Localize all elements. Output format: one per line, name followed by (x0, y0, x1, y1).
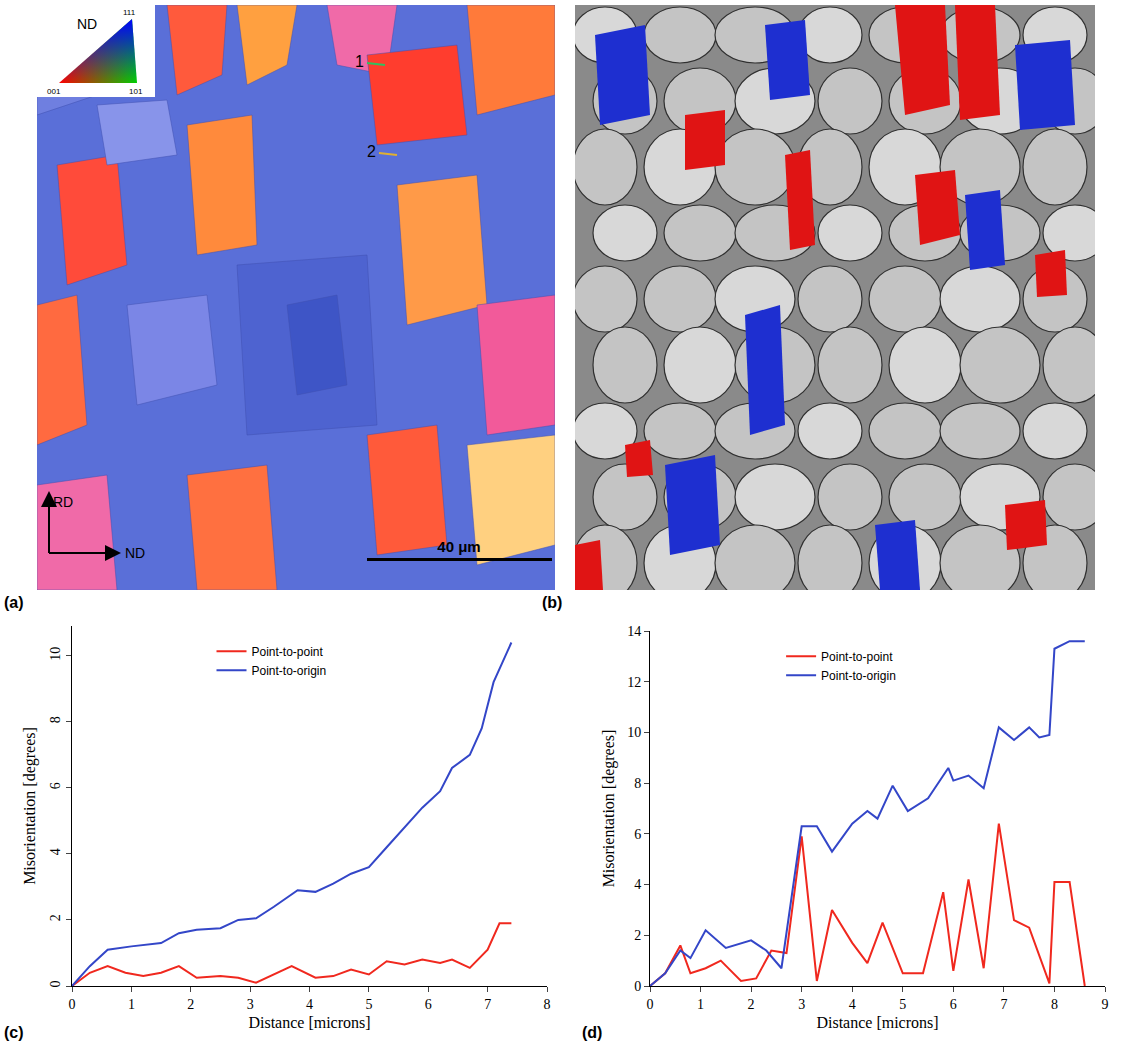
svg-text:Distance [microns]: Distance [microns] (248, 1014, 370, 1031)
svg-text:0: 0 (48, 980, 63, 987)
svg-text:001: 001 (47, 87, 61, 96)
svg-text:Misorientation [degrees]: Misorientation [degrees] (600, 730, 618, 888)
svg-text:7: 7 (1000, 997, 1007, 1012)
svg-text:101: 101 (129, 87, 143, 96)
svg-text:2: 2 (367, 143, 376, 160)
svg-text:10: 10 (627, 725, 641, 740)
svg-text:8: 8 (634, 776, 641, 791)
svg-text:1: 1 (128, 997, 135, 1012)
svg-text:Point-to-point: Point-to-point (252, 645, 324, 659)
svg-text:0: 0 (634, 979, 641, 994)
svg-text:14: 14 (627, 624, 641, 639)
svg-text:0: 0 (647, 997, 654, 1012)
svg-text:3: 3 (798, 997, 805, 1012)
svg-text:Distance [microns]: Distance [microns] (816, 1014, 938, 1031)
html-text:(d): (d) (582, 1024, 603, 1041)
svg-text:2: 2 (748, 997, 755, 1012)
svg-text:4: 4 (634, 877, 641, 892)
svg-text:6: 6 (48, 782, 63, 789)
svg-text:ND: ND (125, 545, 145, 561)
svg-text:2: 2 (187, 997, 194, 1012)
svg-text:5: 5 (899, 997, 906, 1012)
svg-text:6: 6 (950, 997, 957, 1012)
svg-text:1: 1 (697, 997, 704, 1012)
svg-text:Point-to-origin: Point-to-origin (821, 669, 896, 683)
svg-text:RD: RD (53, 494, 73, 510)
svg-text:111: 111 (123, 8, 136, 17)
svg-text:ND: ND (77, 16, 97, 32)
svg-text:3: 3 (247, 997, 254, 1012)
svg-text:Misorientation [degrees]: Misorientation [degrees] (21, 727, 39, 885)
svg-text:12: 12 (627, 675, 641, 690)
svg-text:10: 10 (48, 647, 63, 661)
svg-text:1: 1 (355, 53, 364, 70)
svg-text:5: 5 (365, 997, 372, 1012)
svg-text:4: 4 (48, 848, 63, 855)
svg-text:7: 7 (484, 997, 491, 1012)
svg-text:4: 4 (306, 997, 313, 1012)
html-text:(c): (c) (4, 1024, 24, 1041)
svg-text:8: 8 (544, 997, 551, 1012)
svg-text:6: 6 (425, 997, 432, 1012)
html-text:(a): (a) (4, 594, 24, 611)
svg-text:0: 0 (69, 997, 76, 1012)
svg-text:40 μm: 40 μm (437, 538, 480, 555)
svg-text:8: 8 (48, 716, 63, 723)
svg-text:Point-to-origin: Point-to-origin (252, 664, 327, 678)
svg-text:2: 2 (634, 928, 641, 943)
html-text:(b): (b) (542, 594, 563, 611)
svg-text:9: 9 (1102, 997, 1109, 1012)
svg-text:8: 8 (1051, 997, 1058, 1012)
svg-text:6: 6 (634, 827, 641, 842)
svg-text:4: 4 (849, 997, 856, 1012)
svg-text:2: 2 (48, 914, 63, 921)
svg-text:Point-to-point: Point-to-point (821, 650, 893, 664)
